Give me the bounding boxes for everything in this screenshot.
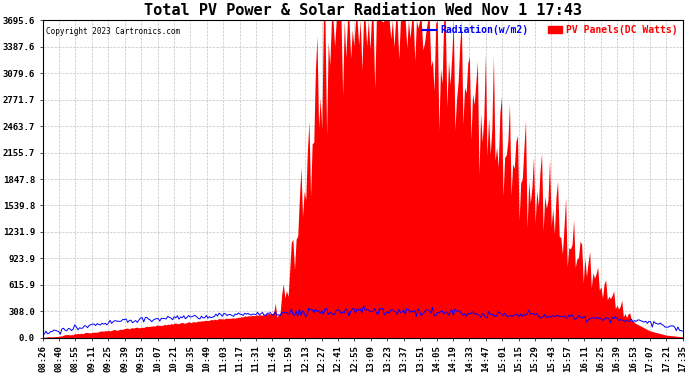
Title: Total PV Power & Solar Radiation Wed Nov 1 17:43: Total PV Power & Solar Radiation Wed Nov… xyxy=(144,3,582,18)
Text: Copyright 2023 Cartronics.com: Copyright 2023 Cartronics.com xyxy=(46,27,180,36)
Legend: Radiation(w/m2), PV Panels(DC Watts): Radiation(w/m2), PV Panels(DC Watts) xyxy=(418,21,682,39)
